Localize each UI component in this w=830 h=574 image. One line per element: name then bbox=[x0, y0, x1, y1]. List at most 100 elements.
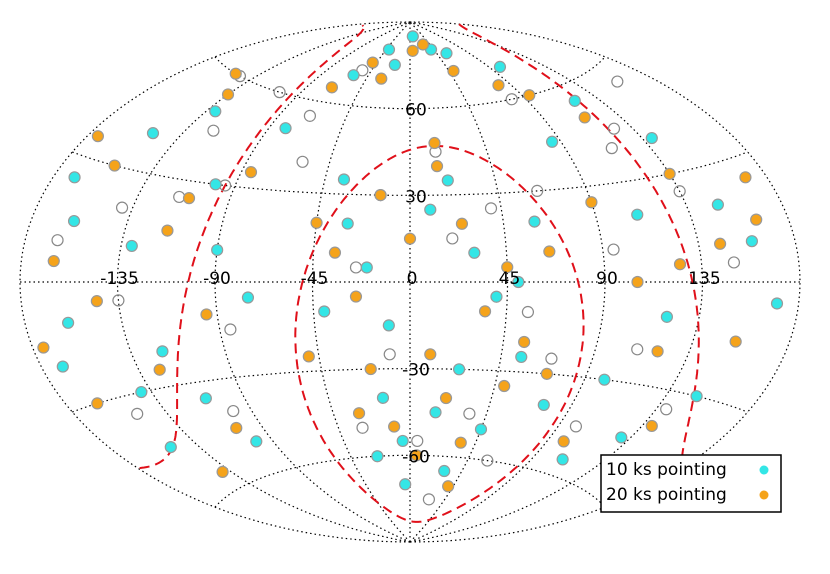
pointing bbox=[371, 450, 384, 463]
legend-swatch bbox=[759, 490, 769, 500]
other-pointing bbox=[273, 86, 286, 99]
pointing bbox=[416, 38, 430, 51]
pointing bbox=[578, 111, 591, 124]
pointing bbox=[429, 406, 442, 419]
pointing bbox=[244, 166, 258, 179]
pointing bbox=[454, 436, 467, 449]
pointing bbox=[474, 423, 488, 436]
meridian bbox=[409, 21, 704, 543]
points bbox=[37, 30, 784, 506]
pointing bbox=[556, 453, 569, 466]
other-pointing bbox=[207, 124, 220, 137]
other-pointing bbox=[349, 261, 363, 274]
other-pointing bbox=[227, 404, 240, 418]
pointing bbox=[439, 391, 453, 405]
pointing bbox=[47, 254, 60, 268]
x-tick-label: -45 bbox=[301, 269, 329, 289]
y-tick-label: -30 bbox=[402, 361, 430, 381]
pointing bbox=[161, 224, 174, 237]
pointing bbox=[455, 217, 469, 230]
other-pointing bbox=[296, 155, 309, 168]
pointing bbox=[651, 345, 664, 358]
pointing bbox=[388, 58, 401, 71]
pointing bbox=[543, 245, 556, 258]
pointing bbox=[347, 69, 360, 82]
pointing bbox=[310, 216, 323, 229]
pointing bbox=[631, 275, 644, 289]
pointing bbox=[216, 465, 229, 478]
pointing bbox=[68, 171, 81, 184]
other-pointing bbox=[481, 454, 494, 467]
pointing bbox=[468, 246, 481, 259]
pointing bbox=[501, 261, 514, 274]
pointing bbox=[146, 127, 160, 140]
other-pointing bbox=[727, 256, 741, 269]
other-pointing bbox=[356, 421, 369, 434]
legend-label: 10 ks pointing bbox=[606, 460, 727, 480]
pointing bbox=[498, 379, 511, 393]
pointing bbox=[770, 297, 784, 310]
x-tick-label: 45 bbox=[499, 269, 521, 289]
other-pointing bbox=[411, 434, 424, 448]
pointing bbox=[135, 385, 148, 399]
pointing bbox=[663, 167, 676, 180]
pointing bbox=[382, 319, 395, 332]
pointing bbox=[585, 196, 598, 209]
pointing bbox=[199, 392, 212, 405]
other-pointing bbox=[463, 407, 476, 420]
pointing bbox=[673, 258, 687, 271]
other-pointing bbox=[115, 201, 129, 214]
legend-box bbox=[600, 454, 782, 513]
pointing bbox=[406, 30, 419, 43]
pointing bbox=[374, 189, 387, 202]
other-pointing bbox=[131, 407, 144, 420]
pointing bbox=[241, 291, 255, 304]
pointing bbox=[713, 237, 727, 250]
pointing bbox=[230, 421, 243, 435]
pointing bbox=[447, 64, 460, 78]
y-tick-label: 30 bbox=[405, 187, 427, 207]
pointing bbox=[428, 136, 441, 150]
pointing bbox=[125, 239, 138, 253]
pointing bbox=[598, 373, 611, 386]
other-pointing bbox=[545, 352, 558, 365]
pointing bbox=[360, 261, 373, 274]
pointing bbox=[690, 390, 703, 403]
pointing bbox=[279, 122, 292, 135]
pointing bbox=[337, 173, 351, 186]
pointing bbox=[37, 341, 50, 354]
other-pointing bbox=[607, 122, 621, 135]
x-tick-label: -135 bbox=[100, 269, 139, 289]
pointing bbox=[62, 316, 75, 329]
pointing bbox=[750, 213, 763, 226]
legend-label: 20 ks pointing bbox=[606, 485, 727, 505]
pointing bbox=[406, 44, 419, 57]
pointing bbox=[67, 214, 81, 228]
pointing bbox=[156, 345, 169, 358]
pointing bbox=[430, 160, 444, 173]
pointing bbox=[403, 232, 417, 245]
legend-swatch bbox=[759, 465, 769, 475]
pointing bbox=[229, 67, 242, 80]
dashed-boundary bbox=[294, 144, 585, 523]
pointing bbox=[382, 43, 396, 56]
other-pointing bbox=[607, 243, 620, 256]
pointing bbox=[182, 192, 196, 205]
pointing bbox=[209, 105, 222, 118]
other-pointing bbox=[51, 234, 64, 247]
other-pointing bbox=[383, 348, 396, 361]
pointing bbox=[349, 290, 363, 303]
dashed-boundary bbox=[458, 23, 700, 468]
pointing bbox=[352, 407, 366, 420]
pointing bbox=[91, 130, 104, 143]
pointing bbox=[492, 79, 505, 92]
pointing bbox=[645, 419, 658, 433]
other-pointing bbox=[446, 232, 459, 245]
pointing bbox=[211, 243, 224, 257]
pointing bbox=[440, 47, 453, 60]
x-tick-label: 135 bbox=[688, 269, 720, 289]
other-pointing bbox=[673, 185, 686, 198]
pointing bbox=[341, 217, 354, 230]
pointing bbox=[615, 431, 628, 444]
